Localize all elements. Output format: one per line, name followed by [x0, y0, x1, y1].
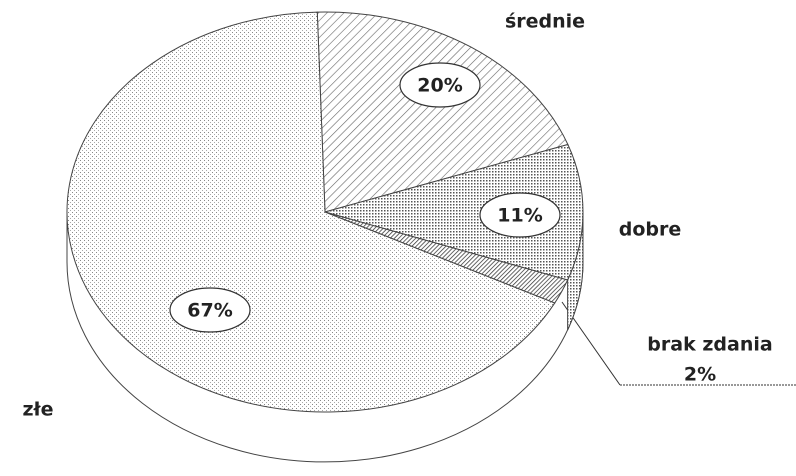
category-label: brak zdania — [647, 334, 772, 356]
category-label: dobre — [619, 219, 682, 241]
value-label: 67% — [187, 300, 232, 322]
value-label-bubble — [399, 62, 481, 108]
value-label: 2% — [684, 364, 716, 386]
value-label-bubble — [479, 192, 561, 238]
category-label: średnie — [505, 11, 585, 33]
value-label: 11% — [497, 205, 542, 227]
slice-pattern — [323, 143, 584, 281]
value-label-bubble — [169, 287, 251, 333]
category-label: złe — [23, 399, 54, 421]
slice-pattern — [316, 11, 569, 213]
value-label: 20% — [417, 75, 462, 97]
